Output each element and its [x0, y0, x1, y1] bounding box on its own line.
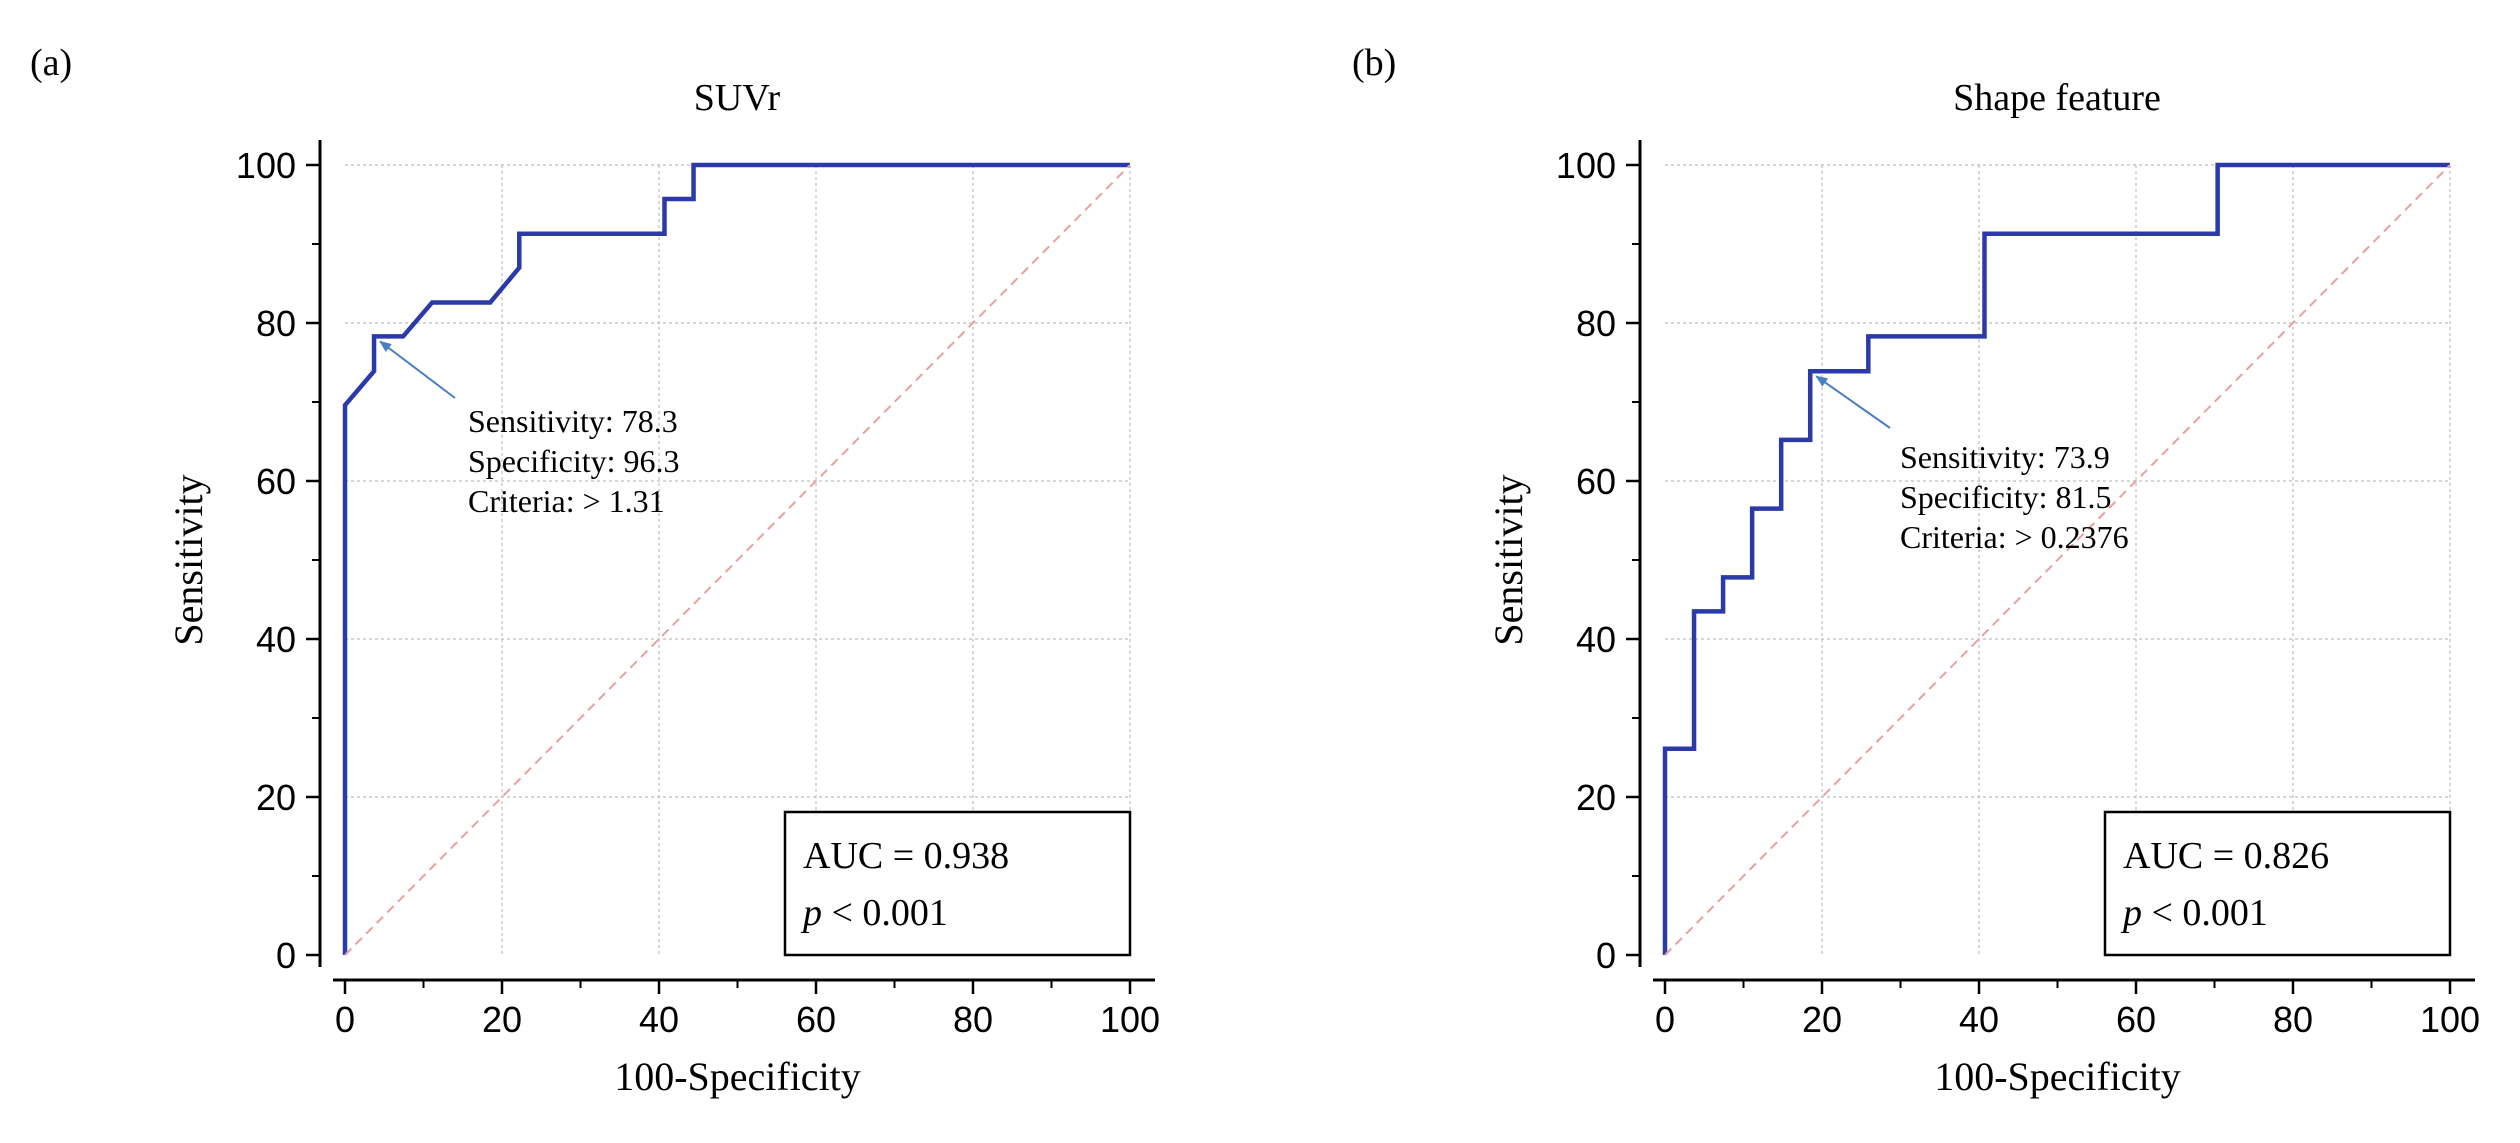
- p-value: < 0.001: [822, 892, 948, 934]
- x-axis-title: 100-Specificity: [614, 1054, 861, 1099]
- x-tick-label: 40: [639, 999, 679, 1040]
- annotation-line: Criteria: > 1.31: [468, 483, 665, 519]
- y-tick-label: 40: [1576, 619, 1616, 660]
- roc-curve-line: [342, 162, 1130, 955]
- annotation-line: Sensitivity: 78.3: [468, 403, 678, 439]
- annotation-line: Specificity: 96.3: [468, 443, 680, 479]
- x-tick-label: 40: [1959, 999, 1999, 1040]
- y-tick-label: 60: [256, 461, 296, 502]
- y-tick-label: 100: [1556, 145, 1616, 186]
- chart-title: SUVr: [694, 77, 781, 119]
- x-tick-label: 20: [482, 999, 522, 1040]
- y-tick-label: 80: [1576, 303, 1616, 344]
- x-tick-label: 0: [335, 999, 355, 1040]
- p-symbol: p: [800, 892, 822, 934]
- roc-panel-b: 0 20 40 60 80 100 0 20 40 60 80 100 (b) Shape feature…: [1352, 42, 2480, 1099]
- roc-curve-line: [1662, 162, 2450, 955]
- annotation-line: Criteria: > 0.2376: [1900, 519, 2129, 555]
- x-tick-label: 100: [1100, 999, 1160, 1040]
- reference-diagonal-line: [1664, 164, 2451, 956]
- annotation-arrow: [1815, 375, 1891, 429]
- x-tick-label: 20: [1802, 999, 1842, 1040]
- y-tick-label: 100: [236, 145, 296, 186]
- panel-label: (a): [30, 42, 72, 84]
- roc-panel-a: 0 20 40 60 80 100 0 20 40 60 80 100 (a) SUVr 100-Speci…: [30, 42, 1160, 1099]
- x-tick-label: 80: [953, 999, 993, 1040]
- stats-box: [783, 810, 1132, 957]
- p-value-label: p < 0.001: [2120, 892, 2268, 934]
- stats-box: [2103, 810, 2452, 957]
- y-tick-label: 60: [1576, 461, 1616, 502]
- x-tick-label: 0: [1655, 999, 1675, 1040]
- y-tick-label: 20: [1576, 777, 1616, 818]
- auc-label: AUC = 0.826: [2123, 835, 2329, 877]
- x-tick-label: 80: [2273, 999, 2313, 1040]
- annotation-line: Sensitivity: 73.9: [1900, 439, 2110, 475]
- x-tick-label: 60: [796, 999, 836, 1040]
- x-axis-title: 100-Specificity: [1934, 1054, 2181, 1099]
- p-value-label: p < 0.001: [800, 892, 948, 934]
- annotation-arrow: [379, 340, 456, 399]
- y-axis-title: Sensitivity: [166, 474, 211, 645]
- annotation-line: Specificity: 81.5: [1900, 479, 2112, 515]
- y-tick-label: 20: [256, 777, 296, 818]
- x-tick-label: 60: [2116, 999, 2156, 1040]
- y-tick-label: 40: [256, 619, 296, 660]
- p-value: < 0.001: [2142, 892, 2268, 934]
- y-tick-label: 0: [1596, 935, 1616, 976]
- y-axis-title: Sensitivity: [1486, 474, 1531, 645]
- y-tick-label: 80: [256, 303, 296, 344]
- panel-label: (b): [1352, 42, 1396, 84]
- y-tick-label: 0: [276, 935, 296, 976]
- chart-title: Shape feature: [1953, 77, 2161, 119]
- auc-label: AUC = 0.938: [803, 835, 1009, 877]
- x-tick-label: 100: [2420, 999, 2480, 1040]
- reference-diagonal-line: [344, 164, 1131, 956]
- p-symbol: p: [2120, 892, 2142, 934]
